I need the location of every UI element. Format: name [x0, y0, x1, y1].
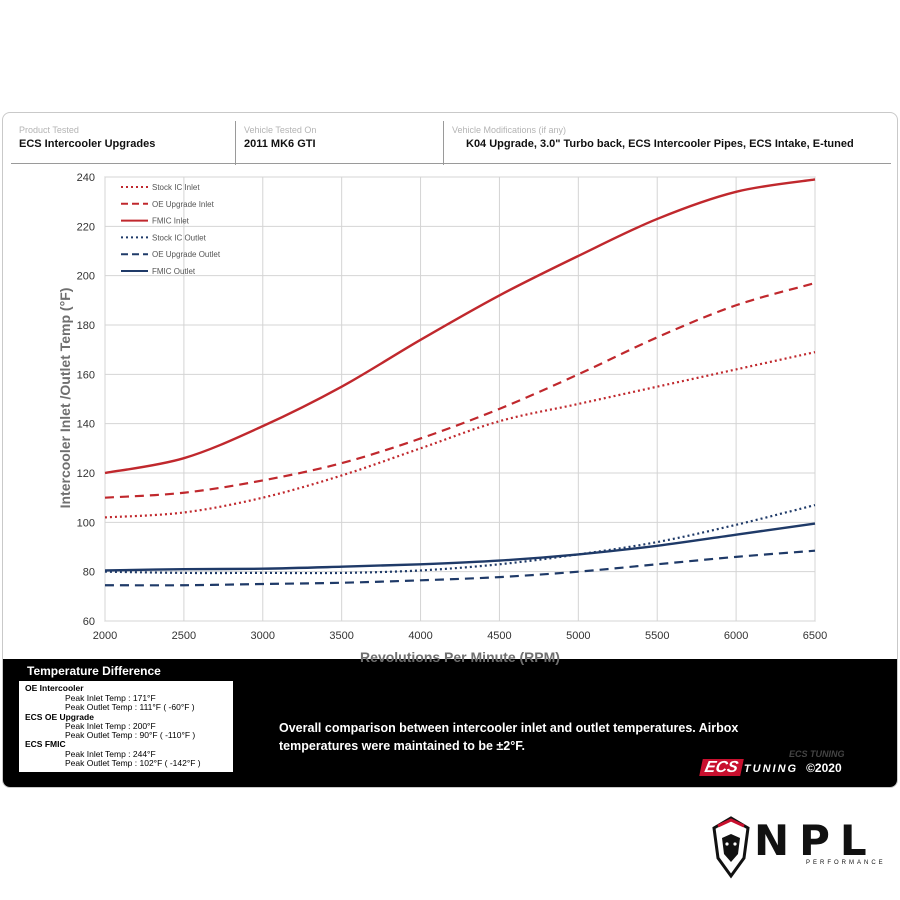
- x-axis-label: Revolutions Per Minute (RPM): [360, 649, 560, 665]
- td-line: Peak Inlet Temp : 200°F: [65, 721, 156, 731]
- temperature-difference-title: Temperature Difference: [19, 662, 233, 681]
- x-tick-label: 3500: [329, 630, 353, 642]
- x-tick-label: 2500: [172, 630, 196, 642]
- td-line: Peak Inlet Temp : 244°F: [65, 749, 156, 759]
- series-line-oe-upgrade-inlet: [104, 282, 816, 499]
- td-group-ecs-fmic: ECS FMIC: [25, 739, 66, 749]
- legend-label-stock-ic-outlet: Stock IC Outlet: [152, 233, 207, 242]
- x-tick-label: 5000: [566, 630, 590, 642]
- series-line-stock-ic-inlet: [104, 351, 816, 519]
- legend-label-stock-ic-inlet: Stock IC Inlet: [152, 183, 200, 192]
- vehicle-cell: Vehicle Tested On 2011 MK6 GTI: [235, 121, 444, 165]
- series-line-fmic-inlet: [104, 178, 816, 475]
- y-tick-label: 220: [77, 221, 95, 233]
- product-label: Product Tested: [19, 125, 79, 135]
- brand-watermark: ECS TUNING: [789, 749, 845, 759]
- td-group-oe-intercooler: OE Intercooler: [25, 683, 84, 693]
- product-cell: Product Tested ECS Intercooler Upgrades: [11, 121, 233, 165]
- lion-icon: [712, 816, 750, 879]
- info-bar: Product Tested ECS Intercooler Upgrades …: [11, 121, 889, 165]
- series-line-oe-upgrade-outlet: [104, 549, 816, 587]
- ecs-tuning-logo: ECS TUNING ©2020: [699, 759, 842, 777]
- y-tick-label: 120: [77, 468, 95, 480]
- temperature-difference-box: Temperature Difference OE Intercooler Pe…: [17, 660, 235, 774]
- td-line: Peak Outlet Temp : 111°F ( -60°F ): [65, 702, 195, 712]
- y-tick-label: 200: [77, 271, 95, 283]
- npl-performance-logo: NPL PERFORMANCE: [708, 812, 888, 886]
- td-line: Peak Outlet Temp : 90°F ( -110°F ): [65, 730, 196, 740]
- copyright-text: ©2020: [806, 761, 842, 775]
- vehicle-value: 2011 MK6 GTI: [244, 138, 316, 150]
- y-tick-label: 160: [77, 369, 95, 381]
- y-tick-label: 80: [83, 567, 95, 579]
- series-line-fmic-outlet: [104, 522, 816, 572]
- series-line-stock-ic-outlet: [104, 504, 816, 575]
- vehicle-label: Vehicle Tested On: [244, 125, 317, 135]
- x-tick-label: 4000: [408, 630, 432, 642]
- npl-logo-subtext: PERFORMANCE: [806, 860, 886, 866]
- y-tick-label: 140: [77, 419, 95, 431]
- plot-area: [104, 176, 816, 622]
- x-tick-label: 6000: [724, 630, 748, 642]
- legend-label-fmic-outlet: FMIC Outlet: [152, 267, 196, 276]
- x-tick-label: 5500: [645, 630, 669, 642]
- x-tick-label: 4500: [487, 630, 511, 642]
- legend-label-oe-upgrade-outlet: OE Upgrade Outlet: [152, 250, 221, 259]
- mods-cell: Vehicle Modifications (if any) K04 Upgra…: [443, 121, 890, 165]
- npl-logo-text: NPL: [754, 816, 877, 865]
- mods-value: K04 Upgrade, 3.0" Turbo back, ECS Interc…: [466, 138, 854, 150]
- td-line: Peak Inlet Temp : 171°F: [65, 693, 156, 703]
- y-tick-label: 180: [77, 320, 95, 332]
- info-divider: [11, 163, 891, 164]
- y-tick-label: 240: [77, 172, 95, 184]
- td-group-ecs-oe-upgrade: ECS OE Upgrade: [25, 712, 94, 722]
- x-tick-label: 2000: [93, 630, 117, 642]
- y-tick-label: 60: [83, 616, 95, 628]
- td-line: Peak Outlet Temp : 102°F ( -142°F ): [65, 758, 201, 768]
- y-axis-label: Intercooler Inlet /Outlet Temp (°F): [57, 288, 73, 509]
- x-tick-label: 6500: [803, 630, 827, 642]
- x-tick-label: 3000: [251, 630, 275, 642]
- legend-label-fmic-inlet: FMIC Inlet: [152, 217, 190, 226]
- y-tick-label: 100: [77, 517, 95, 529]
- product-value: ECS Intercooler Upgrades: [19, 138, 156, 150]
- legend-label-oe-upgrade-inlet: OE Upgrade Inlet: [152, 200, 215, 209]
- tuning-logo-text: TUNING: [743, 763, 799, 775]
- mods-label: Vehicle Modifications (if any): [452, 125, 567, 135]
- test-note: Overall comparison between intercooler i…: [279, 721, 739, 753]
